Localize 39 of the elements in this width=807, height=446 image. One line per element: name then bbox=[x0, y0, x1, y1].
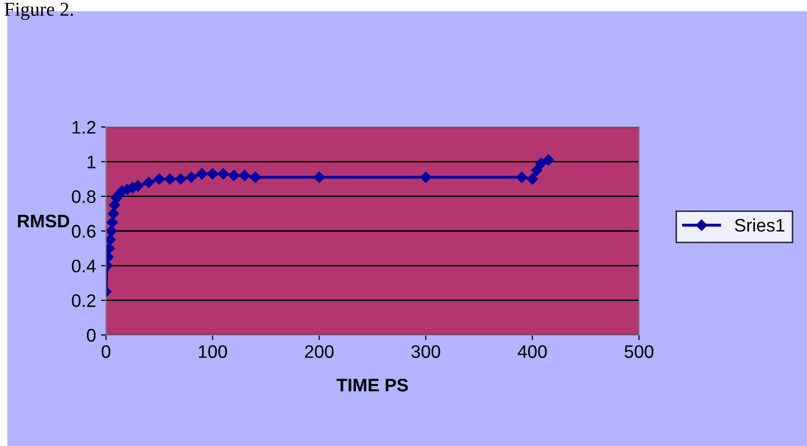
legend-label: Sries1 bbox=[734, 218, 784, 232]
point bbox=[196, 168, 208, 180]
point bbox=[526, 173, 538, 185]
caption: Figure 2. bbox=[4, 2, 73, 20]
x-tick-label: 0 bbox=[102, 345, 110, 358]
y-tick-label: 0.4 bbox=[72, 260, 96, 272]
point bbox=[164, 173, 176, 185]
point bbox=[314, 172, 325, 183]
y-tick-label: 0.2 bbox=[72, 294, 96, 308]
x-tick-label: 200 bbox=[305, 345, 334, 358]
point bbox=[516, 172, 528, 183]
point bbox=[420, 172, 432, 183]
point bbox=[218, 168, 229, 180]
point bbox=[106, 216, 118, 228]
point bbox=[106, 234, 116, 246]
point bbox=[154, 173, 165, 185]
point bbox=[531, 164, 542, 176]
point bbox=[206, 168, 218, 180]
point bbox=[108, 208, 120, 220]
y-tick-label: 0.6 bbox=[72, 224, 96, 238]
x-axis-title: TIME PS bbox=[336, 378, 408, 392]
y-tick-label: 0.8 bbox=[72, 190, 96, 204]
y-tick-label: 0 bbox=[86, 328, 96, 342]
point bbox=[175, 173, 186, 185]
point bbox=[228, 170, 240, 182]
point bbox=[186, 172, 197, 183]
point bbox=[250, 172, 261, 183]
x-tick-label: 100 bbox=[198, 345, 227, 358]
y-tick-label: 1.2 bbox=[72, 120, 96, 134]
point bbox=[106, 225, 117, 237]
y-axis-title: RMSD bbox=[18, 214, 70, 228]
point bbox=[143, 176, 154, 188]
point bbox=[238, 170, 250, 182]
point bbox=[542, 154, 554, 166]
x-tick-label: 400 bbox=[518, 345, 547, 358]
point bbox=[535, 158, 547, 170]
x-tick-label: 300 bbox=[411, 345, 440, 358]
x-tick-label: 500 bbox=[624, 345, 654, 358]
y-tick-label: 1 bbox=[88, 156, 96, 168]
